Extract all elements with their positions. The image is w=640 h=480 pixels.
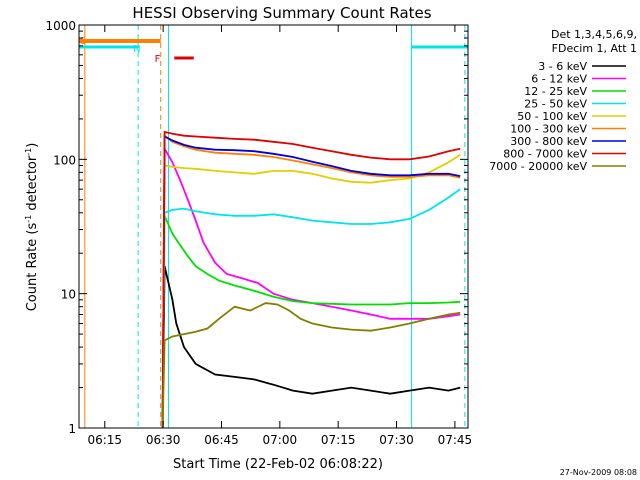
- series-line: [161, 135, 461, 429]
- legend-header: Det 1,3,4,5,6,9,: [551, 28, 637, 41]
- series-line: [161, 215, 461, 429]
- series-line: [161, 154, 461, 429]
- y-tick-label: 1: [68, 422, 76, 436]
- x-tick-label: 07:30: [379, 433, 414, 447]
- legend-entry-label: 6 - 12 keV: [531, 73, 587, 86]
- plot-frame: [78, 24, 469, 429]
- legend-entry-label: 7000 - 20000 keV: [489, 160, 587, 173]
- legend-entry-label: 100 - 300 keV: [510, 123, 587, 136]
- x-tick-label: 06:15: [87, 433, 122, 447]
- flag-label: S: [80, 36, 86, 47]
- legend-entry-label: 12 - 25 keV: [524, 85, 587, 98]
- legend-entry-label: 800 - 7000 keV: [503, 148, 587, 161]
- series-line: [161, 188, 461, 429]
- y-axis-label-sup: -1: [24, 215, 33, 223]
- y-axis-label-part: ): [25, 143, 40, 148]
- y-tick-label: 100: [53, 153, 76, 167]
- x-tick-label: 07:45: [438, 433, 473, 447]
- flag-label: N: [133, 44, 140, 55]
- flag-label: F: [155, 54, 161, 65]
- series-line: [161, 302, 461, 429]
- series-line: [161, 265, 461, 429]
- legend-header: FDecim 1, Att 1: [552, 42, 637, 55]
- y-tick-label: 10: [61, 288, 76, 302]
- chart-title: HESSI Observing Summary Count Rates: [132, 4, 431, 22]
- legend: Det 1,3,4,5,6,9, FDecim 1, Att 1 3 - 6 k…: [489, 28, 637, 173]
- x-tick-label: 06:30: [146, 433, 181, 447]
- legend-entry-label: 300 - 800 keV: [510, 135, 587, 148]
- legend-entry-label: 25 - 50 keV: [524, 98, 587, 111]
- y-axis-label-sup: -1: [24, 148, 33, 156]
- y-axis-label-part: detector: [25, 155, 40, 215]
- series-line: [161, 145, 461, 429]
- y-axis-label: Count Rate (s-1 detector-1): [24, 143, 40, 312]
- legend-entry-label: 3 - 6 keV: [538, 60, 587, 73]
- legend-entry-label: 50 - 100 keV: [517, 110, 587, 123]
- series-line: [161, 130, 461, 429]
- x-axis-label: Start Time (22-Feb-02 06:08:22): [173, 457, 383, 472]
- plot-area: S N F 06:15 06:30 06:45 07:00 07:15 07:30 07:45 1 1…: [45, 19, 472, 447]
- x-tick-label: 07:15: [321, 433, 356, 447]
- generation-timestamp: 27-Nov-2009 08:08: [560, 468, 637, 477]
- x-tick-label: 07:00: [263, 433, 298, 447]
- y-axis-label-part: Count Rate (s: [25, 223, 40, 312]
- x-tick-label: 06:45: [204, 433, 239, 447]
- series-line: [161, 133, 461, 429]
- y-tick-label: 1000: [45, 19, 76, 33]
